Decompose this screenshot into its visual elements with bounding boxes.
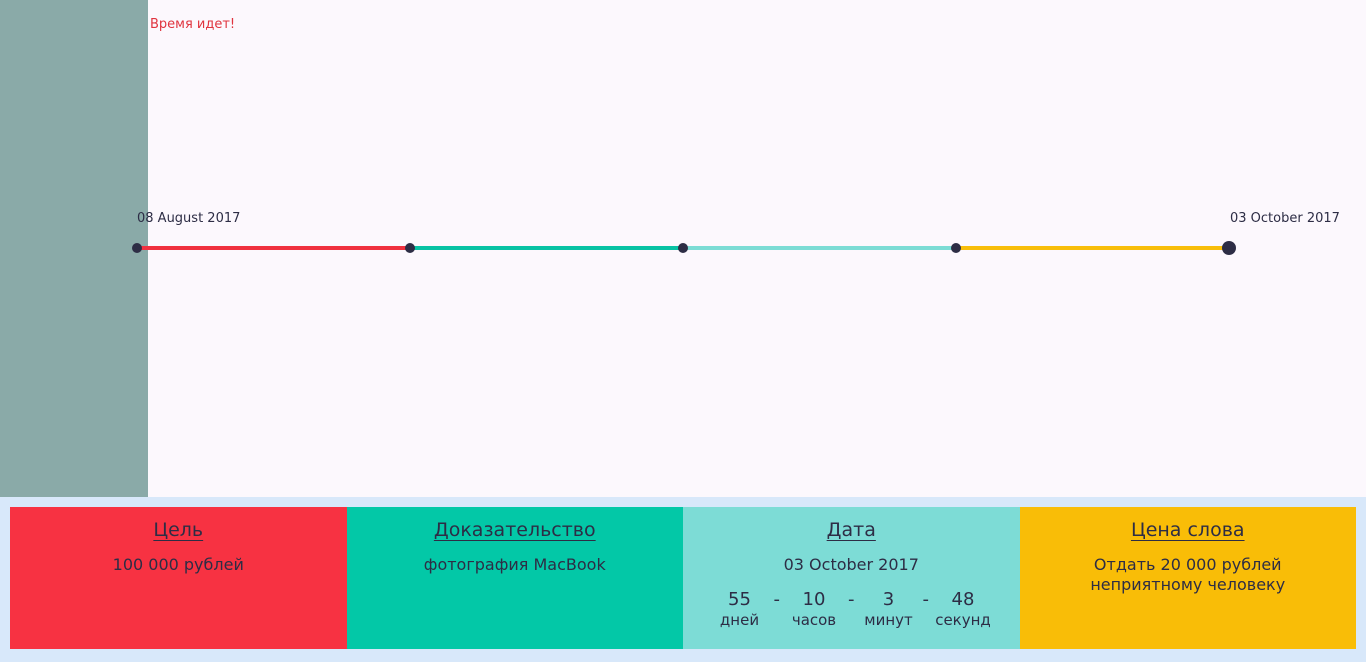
card-goal-text: 100 000 рублей	[112, 555, 244, 574]
countdown-days: 55 дней	[714, 589, 766, 629]
card-date-text: 03 October 2017	[783, 555, 919, 574]
countdown-seconds: 48 секунд	[935, 589, 991, 629]
timeline-dot	[405, 243, 415, 253]
card-price: Цена слова Отдать 20 000 рублей неприятн…	[1019, 507, 1357, 649]
card-proof-title[interactable]: Доказательство	[433, 519, 596, 541]
timeline-dot	[132, 243, 142, 253]
timeline-segment-date	[683, 246, 956, 250]
sidebar	[0, 0, 148, 497]
card-price-text-line2: неприятному человеку	[1090, 575, 1286, 594]
countdown: 55 дней - 10 часов - 3 минут - 48 секунд	[683, 589, 1020, 629]
countdown-hours: 10 часов	[788, 589, 840, 629]
countdown-separator: -	[922, 589, 930, 610]
countdown-minutes: 3 минут	[863, 589, 915, 629]
cards-row: Цель 100 000 рублей Доказательство фотог…	[10, 507, 1356, 649]
timeline-start-date: 08 August 2017	[137, 211, 241, 226]
timeline-segment-proof	[410, 246, 683, 250]
countdown-hours-label: часов	[791, 611, 837, 629]
timeline-segment-price	[956, 246, 1229, 250]
card-date-title[interactable]: Дата	[826, 519, 876, 541]
tagline: Время идет!	[150, 17, 236, 32]
countdown-seconds-label: секунд	[935, 611, 991, 629]
timeline-segment-goal	[137, 246, 410, 250]
card-proof-text: фотография MacBook	[423, 555, 606, 574]
card-price-text-line1: Отдать 20 000 рублей	[1093, 555, 1282, 574]
timeline-dot	[678, 243, 688, 253]
countdown-seconds-value: 48	[951, 589, 975, 610]
countdown-hours-value: 10	[802, 589, 826, 610]
timeline-dot	[951, 243, 961, 253]
card-goal: Цель 100 000 рублей	[10, 507, 347, 649]
countdown-minutes-value: 3	[882, 589, 895, 610]
timeline-end-dot	[1222, 241, 1236, 255]
card-price-text: Отдать 20 000 рублей неприятному человек…	[1020, 555, 1357, 595]
card-date: Дата 03 October 2017 55 дней - 10 часов …	[683, 507, 1020, 649]
card-proof: Доказательство фотография MacBook	[346, 507, 683, 649]
timeline-end-date: 03 October 2017	[1230, 211, 1340, 226]
countdown-separator: -	[773, 589, 781, 610]
countdown-days-label: дней	[719, 611, 760, 629]
timeline: 08 August 2017 03 October 2017	[132, 211, 1340, 255]
card-goal-title[interactable]: Цель	[153, 519, 204, 541]
card-price-title[interactable]: Цена слова	[1130, 519, 1245, 541]
countdown-days-value: 55	[728, 589, 751, 610]
countdown-separator: -	[848, 589, 855, 610]
countdown-minutes-label: минут	[864, 611, 913, 629]
